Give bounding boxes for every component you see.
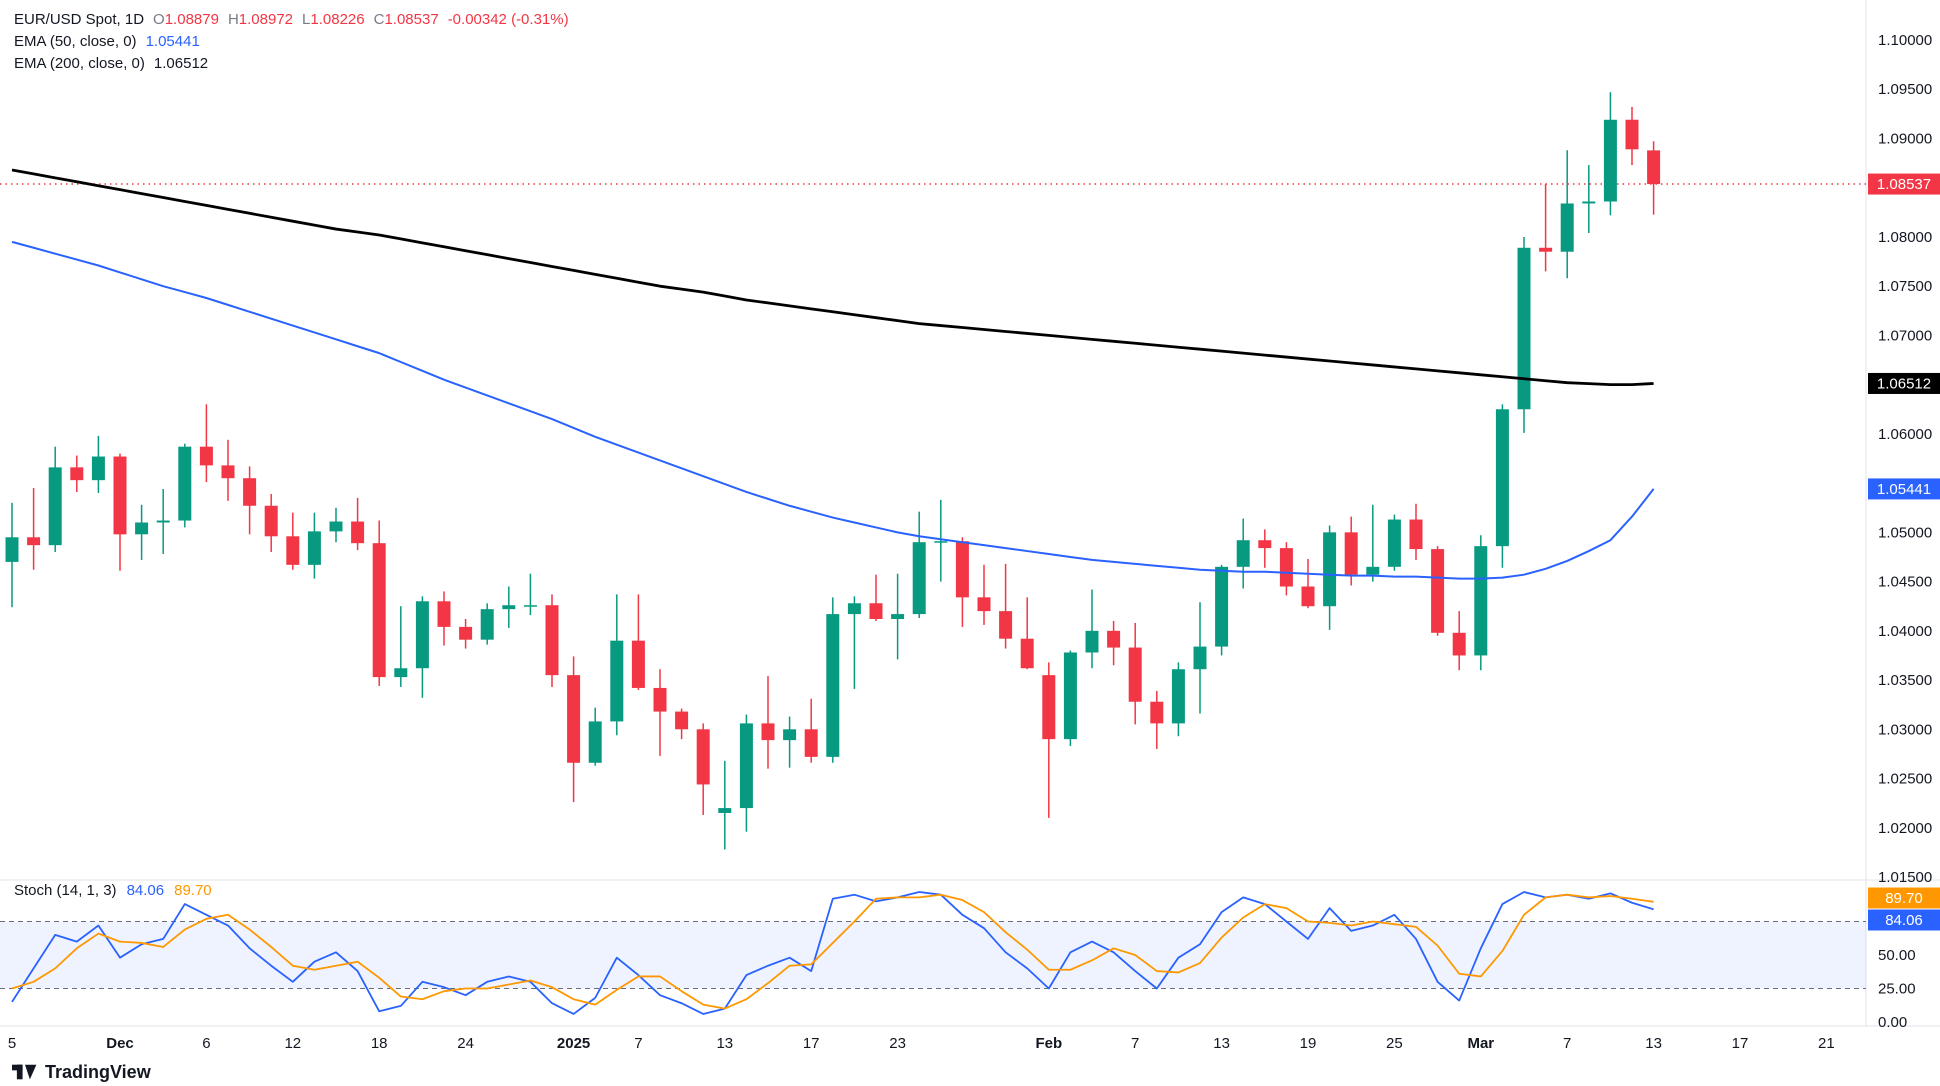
stoch-d-badge: 89.70 (1868, 887, 1940, 909)
low-label: L (302, 10, 311, 28)
svg-text:24: 24 (457, 1035, 474, 1052)
stoch-band (0, 921, 1866, 989)
svg-text:1.08000: 1.08000 (1878, 229, 1932, 246)
svg-text:1.01500: 1.01500 (1878, 869, 1932, 886)
close-label: C (373, 10, 385, 28)
svg-text:Mar: Mar (1467, 1035, 1494, 1052)
svg-text:5: 5 (8, 1035, 16, 1052)
ema50-label: EMA (50, close, 0) (14, 32, 137, 50)
symbol-legend-row[interactable]: EUR/USD Spot, 1D O 1.08879 H 1.08972 L 1.08… (14, 8, 569, 30)
svg-text:21: 21 (1818, 1035, 1835, 1052)
stoch-legend-row[interactable]: Stoch (14, 1, 3) 84.06 89.70 (14, 882, 212, 899)
stoch-k-badge: 84.06 (1868, 909, 1940, 931)
open-label: O (153, 10, 165, 28)
close-pair: C 1.08537 (374, 11, 439, 28)
svg-text:7: 7 (1563, 1035, 1571, 1052)
low-value: 1.08226 (310, 10, 365, 28)
svg-text:1.08537: 1.08537 (1877, 176, 1931, 193)
tradingview-logo[interactable]: TradingView (12, 1060, 151, 1084)
svg-text:12: 12 (284, 1035, 301, 1052)
open-pair: O 1.08879 (153, 11, 219, 28)
svg-text:1.07000: 1.07000 (1878, 327, 1932, 344)
symbol-title: EUR/USD Spot, 1D (14, 10, 145, 28)
svg-text:89.70: 89.70 (1885, 890, 1923, 907)
svg-text:1.05000: 1.05000 (1878, 524, 1932, 541)
ema200-legend-row[interactable]: EMA (200, close, 0) 1.06512 (14, 52, 569, 74)
svg-text:13: 13 (1645, 1035, 1662, 1052)
svg-text:Feb: Feb (1035, 1035, 1062, 1052)
svg-text:7: 7 (1131, 1035, 1139, 1052)
svg-text:19: 19 (1300, 1035, 1317, 1052)
tradingview-logo-icon (12, 1064, 37, 1080)
candlesticks (5, 92, 1661, 850)
change-value: -0.00342 (-0.31%) (447, 10, 569, 28)
ema200-value: 1.06512 (153, 54, 209, 72)
svg-text:1.02500: 1.02500 (1878, 771, 1932, 788)
tradingview-logo-text: TradingView (45, 1061, 151, 1082)
svg-text:23: 23 (889, 1035, 906, 1052)
svg-text:1.02000: 1.02000 (1878, 820, 1932, 837)
svg-text:1.04000: 1.04000 (1878, 623, 1932, 640)
svg-text:1.09500: 1.09500 (1878, 81, 1932, 98)
open-value: 1.08879 (164, 10, 219, 28)
svg-text:18: 18 (371, 1035, 388, 1052)
high-label: H (227, 10, 239, 28)
ema-200-line (11, 168, 1654, 387)
svg-text:0.00: 0.00 (1878, 1014, 1907, 1031)
svg-text:13: 13 (1213, 1035, 1230, 1052)
svg-text:1.06000: 1.06000 (1878, 426, 1932, 443)
svg-text:25.00: 25.00 (1878, 981, 1916, 998)
price-axis[interactable]: 1.10000 1.09500 1.09000 1.08000 1.07500 1.070… (1878, 32, 1932, 886)
svg-text:1.06512: 1.06512 (1877, 375, 1931, 392)
price-badge-1.05441: 1.05441 (1868, 478, 1940, 500)
svg-text:17: 17 (803, 1035, 820, 1052)
svg-text:25: 25 (1386, 1035, 1403, 1052)
ema-50-line (11, 240, 1655, 580)
svg-text:Dec: Dec (106, 1035, 134, 1052)
indicator-legend: EUR/USD Spot, 1D O 1.08879 H 1.08972 L 1.08… (14, 8, 569, 74)
stoch-d-line (11, 893, 1654, 1010)
stoch-d-value: 89.70 (174, 882, 212, 899)
stoch-label: Stoch (14, 1, 3) (14, 882, 117, 899)
svg-text:13: 13 (716, 1035, 733, 1052)
svg-text:17: 17 (1732, 1035, 1749, 1052)
close-value: 1.08537 (384, 10, 439, 28)
svg-text:2025: 2025 (557, 1035, 590, 1052)
svg-text:6: 6 (202, 1035, 210, 1052)
pane-separators (0, 0, 1940, 1027)
stoch-k-value: 84.06 (126, 882, 165, 899)
svg-text:1.04500: 1.04500 (1878, 574, 1932, 591)
price-badge-1.08537: 1.08537 (1868, 173, 1940, 195)
low-pair: L 1.08226 (302, 11, 365, 28)
ema50-value: 1.05441 (145, 32, 200, 50)
svg-text:1.09000: 1.09000 (1878, 130, 1932, 147)
svg-text:50.00: 50.00 (1878, 947, 1916, 964)
svg-text:1.05441: 1.05441 (1877, 481, 1931, 498)
price-badge-1.06512: 1.06512 (1868, 372, 1940, 394)
svg-text:1.03000: 1.03000 (1878, 721, 1932, 738)
ema50-legend-row[interactable]: EMA (50, close, 0) 1.05441 (14, 30, 569, 52)
svg-text:7: 7 (634, 1035, 642, 1052)
svg-text:1.07500: 1.07500 (1878, 278, 1932, 295)
svg-text:1.10000: 1.10000 (1878, 32, 1932, 49)
high-pair: H 1.08972 (228, 11, 293, 28)
ema200-label: EMA (200, close, 0) (14, 54, 145, 72)
high-value: 1.08972 (238, 10, 294, 28)
svg-text:84.06: 84.06 (1885, 912, 1923, 929)
time-axis[interactable]: 5 Dec 6 12 18 24 2025 7 13 17 23 Feb 7 13 19 25 Mar 7 13 17… (8, 1035, 1835, 1052)
svg-text:1.03500: 1.03500 (1878, 672, 1932, 689)
